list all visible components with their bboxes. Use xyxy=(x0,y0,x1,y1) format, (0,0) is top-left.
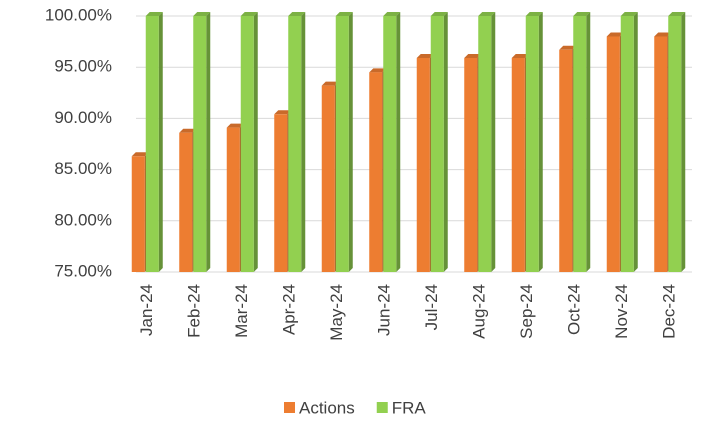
bar xyxy=(606,36,620,273)
x-tick-label: Apr-24 xyxy=(280,284,299,335)
bar xyxy=(668,16,682,272)
bar-side xyxy=(158,12,163,272)
bar-top xyxy=(573,12,591,16)
bar-top xyxy=(620,12,638,16)
bar-side xyxy=(633,12,638,272)
bar-top xyxy=(559,45,577,50)
bar-top xyxy=(383,12,401,16)
bar-top xyxy=(131,152,149,157)
bar-side xyxy=(443,12,448,272)
bar xyxy=(321,85,335,273)
x-tick-label: Oct-24 xyxy=(565,284,584,335)
bar-top xyxy=(369,68,387,73)
bar xyxy=(654,36,668,273)
bar-top xyxy=(179,128,197,133)
bar-top xyxy=(430,12,448,16)
bar-top xyxy=(511,53,529,58)
bar xyxy=(226,127,240,272)
bar-top xyxy=(654,32,672,37)
bar xyxy=(145,16,159,272)
bar-top xyxy=(335,12,353,16)
bar xyxy=(430,16,444,272)
bar xyxy=(383,16,397,272)
bar xyxy=(369,72,383,272)
bar-top xyxy=(464,53,482,58)
bar-top xyxy=(525,12,543,16)
y-tick-label: 90.00% xyxy=(54,108,112,127)
bar-top xyxy=(606,32,624,37)
bar xyxy=(288,16,302,272)
bar-top xyxy=(145,12,163,16)
x-tick-label: Jan-24 xyxy=(137,284,156,336)
bar xyxy=(193,16,207,272)
bar-top xyxy=(478,12,496,16)
bar-top xyxy=(288,12,306,16)
bar-side xyxy=(681,12,686,272)
bar xyxy=(131,156,145,272)
y-tick-label: 100.00% xyxy=(45,5,112,24)
bar xyxy=(179,132,193,272)
bar-side xyxy=(396,12,401,272)
x-tick-label: Jun-24 xyxy=(375,284,394,336)
legend-swatch xyxy=(376,402,388,413)
x-tick-label: Aug-24 xyxy=(470,284,489,339)
bar-side xyxy=(538,12,543,272)
x-tick-label: May-24 xyxy=(327,284,346,341)
bar-top xyxy=(321,81,339,86)
y-tick-label: 95.00% xyxy=(54,57,112,76)
bar-top xyxy=(226,123,244,128)
x-tick-label: Dec-24 xyxy=(660,284,679,339)
bar-side xyxy=(586,12,591,272)
x-tick-label: Jul-24 xyxy=(422,284,441,330)
bar-top xyxy=(416,53,434,58)
bar xyxy=(274,114,288,272)
bar-side xyxy=(301,12,306,272)
bar-side xyxy=(253,12,258,272)
legend-label: FRA xyxy=(392,398,427,417)
y-tick-label: 80.00% xyxy=(54,210,112,229)
bar xyxy=(335,16,349,272)
bar-top xyxy=(193,12,211,16)
bar xyxy=(620,16,634,272)
x-tick-label: Mar-24 xyxy=(232,284,251,338)
y-tick-label: 75.00% xyxy=(54,261,112,280)
legend-swatch xyxy=(284,402,295,413)
bar-side xyxy=(491,12,496,272)
bar xyxy=(416,57,430,272)
bar xyxy=(240,16,254,272)
bar xyxy=(478,16,492,272)
x-tick-label: Nov-24 xyxy=(612,284,631,339)
bar xyxy=(464,57,478,272)
bar-top xyxy=(668,12,686,16)
bar xyxy=(525,16,539,272)
x-tick-label: Sep-24 xyxy=(517,284,536,339)
bar-side xyxy=(348,12,353,272)
bar xyxy=(573,16,587,272)
bar-top xyxy=(274,110,292,115)
bar xyxy=(559,49,573,273)
bar-top xyxy=(240,12,258,16)
legend-label: Actions xyxy=(299,398,355,417)
y-tick-label: 85.00% xyxy=(54,159,112,178)
bar xyxy=(511,57,525,272)
bar-side xyxy=(206,12,211,272)
x-tick-label: Feb-24 xyxy=(185,284,204,338)
